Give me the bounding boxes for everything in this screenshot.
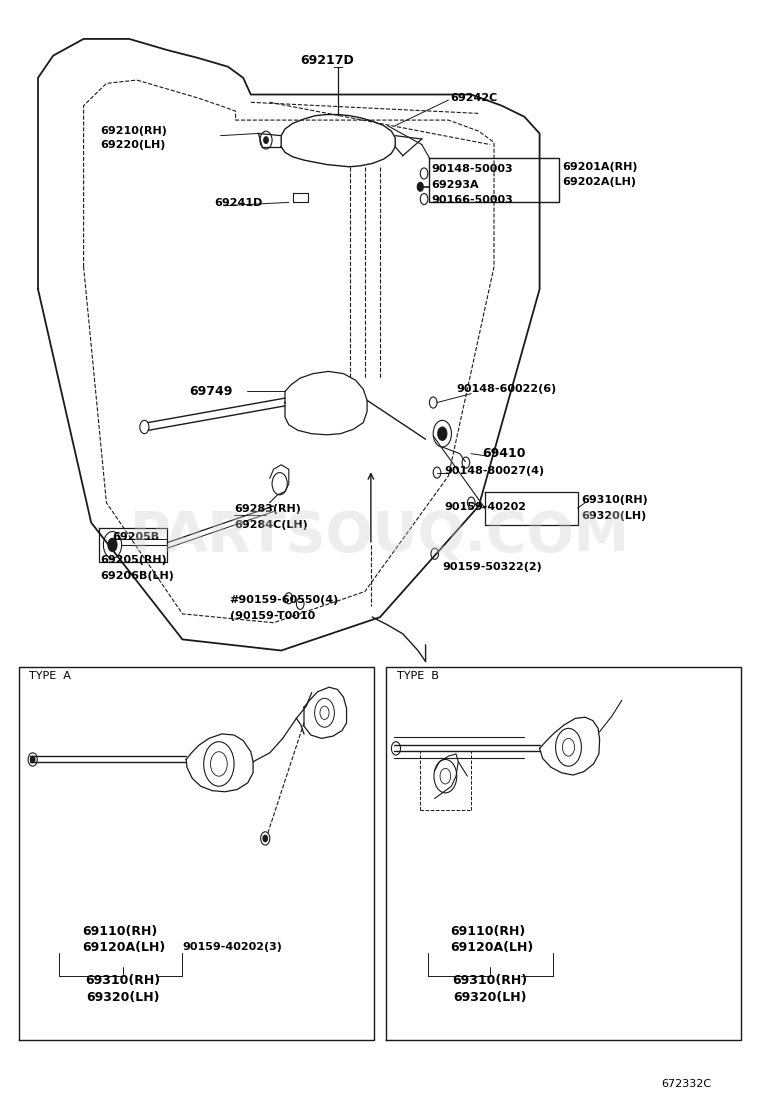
Text: 69310(RH): 69310(RH) xyxy=(453,974,527,987)
Circle shape xyxy=(417,182,423,191)
Text: 69120A(LH): 69120A(LH) xyxy=(82,941,166,954)
Text: 69201A(RH): 69201A(RH) xyxy=(562,162,638,171)
Text: 69293A: 69293A xyxy=(432,180,480,189)
Text: PARTSOUQ.COM: PARTSOUQ.COM xyxy=(130,509,630,563)
Text: 69283(RH): 69283(RH) xyxy=(234,505,301,514)
Text: #90159-60550(4): #90159-60550(4) xyxy=(230,596,339,605)
Circle shape xyxy=(264,137,268,143)
Text: (90159-T0010: (90159-T0010 xyxy=(230,612,315,620)
Text: 69220(LH): 69220(LH) xyxy=(100,140,166,149)
Text: 69205(RH): 69205(RH) xyxy=(100,556,167,565)
Circle shape xyxy=(108,538,117,552)
Text: 69210(RH): 69210(RH) xyxy=(100,127,167,136)
Text: 69242C: 69242C xyxy=(451,93,498,102)
Text: 90166-50003: 90166-50003 xyxy=(432,196,514,205)
Text: 69310(RH): 69310(RH) xyxy=(581,496,648,505)
Text: 69749: 69749 xyxy=(189,385,233,398)
Text: 90159-40202: 90159-40202 xyxy=(445,503,527,512)
Text: 90148-60022(6): 90148-60022(6) xyxy=(456,385,556,394)
Text: TYPE  A: TYPE A xyxy=(29,672,71,681)
Text: 69310(RH): 69310(RH) xyxy=(86,974,160,987)
Text: 69241D: 69241D xyxy=(214,199,263,208)
Circle shape xyxy=(30,756,35,763)
Text: 90159-50322(2): 90159-50322(2) xyxy=(442,563,542,572)
Text: TYPE  B: TYPE B xyxy=(397,672,439,681)
Text: 69120A(LH): 69120A(LH) xyxy=(451,941,534,954)
Text: 69217D: 69217D xyxy=(300,53,353,67)
Text: 69320(LH): 69320(LH) xyxy=(87,991,160,1004)
Circle shape xyxy=(438,427,447,440)
Text: 69110(RH): 69110(RH) xyxy=(451,925,526,939)
Text: 69284C(LH): 69284C(LH) xyxy=(234,520,308,529)
Text: 69320(LH): 69320(LH) xyxy=(454,991,527,1004)
Text: 90159-40202(3): 90159-40202(3) xyxy=(182,943,282,952)
Text: 672332C: 672332C xyxy=(661,1080,711,1089)
Text: 90148-80027(4): 90148-80027(4) xyxy=(445,467,545,476)
Text: 69205B: 69205B xyxy=(112,533,160,542)
Text: 90148-50003: 90148-50003 xyxy=(432,165,513,173)
Text: 69320(LH): 69320(LH) xyxy=(581,512,647,520)
Text: 69206B(LH): 69206B(LH) xyxy=(100,572,174,580)
Text: 69202A(LH): 69202A(LH) xyxy=(562,178,636,187)
Circle shape xyxy=(263,835,268,842)
Text: 69110(RH): 69110(RH) xyxy=(82,925,157,939)
Text: 69410: 69410 xyxy=(483,447,526,460)
